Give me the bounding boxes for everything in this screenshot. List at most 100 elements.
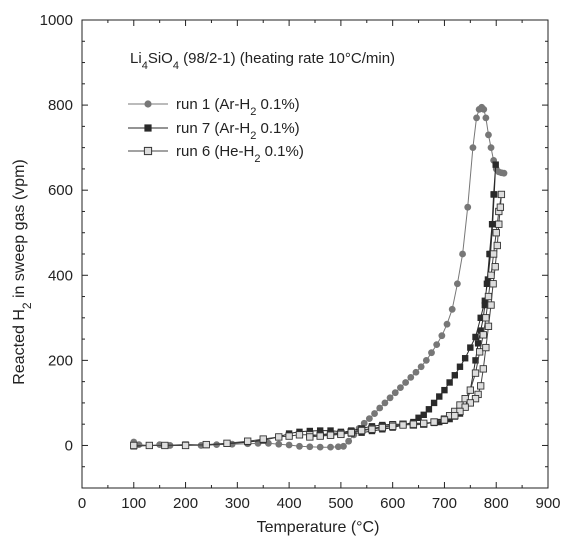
chart-annotation: Li4SiO4 (98/2-1) (heating rate 10°C/min) bbox=[130, 50, 395, 72]
data-point bbox=[471, 395, 480, 403]
data-point bbox=[407, 373, 415, 381]
annotation-sub2: 4 bbox=[173, 60, 179, 72]
data-point bbox=[417, 363, 425, 371]
data-point bbox=[459, 250, 466, 258]
data-point bbox=[412, 368, 420, 376]
legend-label-run6: run 6 (He-H2 0.1%) bbox=[176, 143, 304, 165]
legend-entry-run1: run 1 (Ar-H2 0.1%) bbox=[128, 96, 300, 118]
series-layer bbox=[130, 103, 508, 451]
y-tick-label: 800 bbox=[48, 97, 73, 114]
data-point bbox=[306, 443, 314, 451]
data-point bbox=[181, 441, 190, 450]
annotation-suffix: (98/2-1) (heating rate 10°C/min) bbox=[179, 50, 395, 67]
data-point bbox=[326, 431, 335, 439]
data-point bbox=[456, 363, 464, 370]
legend-marker-run7 bbox=[144, 124, 152, 132]
data-point bbox=[451, 372, 458, 379]
data-point bbox=[365, 415, 373, 423]
x-tick-label: 400 bbox=[277, 495, 302, 512]
data-point bbox=[259, 435, 267, 443]
data-point bbox=[357, 426, 366, 435]
data-point bbox=[275, 440, 283, 448]
data-point bbox=[433, 341, 441, 349]
data-point bbox=[464, 203, 472, 211]
data-point bbox=[295, 431, 304, 439]
data-point bbox=[489, 280, 497, 288]
data-point bbox=[448, 305, 456, 313]
legend-marker-run6 bbox=[143, 146, 153, 156]
data-point bbox=[340, 442, 347, 450]
x-tick-label: 500 bbox=[328, 495, 353, 512]
legend-entry-run6: run 6 (He-H2 0.1%) bbox=[128, 143, 304, 165]
data-point bbox=[440, 416, 449, 424]
data-point bbox=[497, 190, 506, 199]
x-tick-label: 100 bbox=[121, 495, 146, 512]
data-point bbox=[337, 430, 345, 439]
data-point bbox=[456, 407, 464, 416]
data-point bbox=[481, 301, 489, 309]
data-point bbox=[484, 292, 493, 301]
data-point bbox=[492, 161, 499, 168]
x-tick-label: 0 bbox=[78, 495, 86, 512]
data-point bbox=[500, 169, 508, 177]
data-point bbox=[487, 144, 495, 152]
data-point bbox=[477, 382, 485, 390]
data-point bbox=[430, 418, 438, 426]
data-point bbox=[472, 357, 479, 364]
data-point bbox=[275, 433, 283, 441]
y-axis-label: Reacted H2 in sweep gas (vpm) bbox=[11, 159, 34, 384]
data-point bbox=[285, 432, 293, 440]
data-point bbox=[490, 191, 497, 198]
data-point bbox=[334, 443, 342, 451]
plot-frame bbox=[81, 19, 549, 489]
data-point bbox=[480, 105, 488, 113]
series-run-1 bbox=[130, 161, 499, 450]
data-point bbox=[487, 271, 495, 279]
legend: run 1 (Ar-H2 0.1%) run 7 (Ar-H2 0.1%) ru… bbox=[128, 96, 304, 165]
y-tick-label: 1000 bbox=[40, 12, 73, 29]
data-point bbox=[306, 427, 314, 435]
data-point bbox=[482, 343, 490, 352]
data-point bbox=[386, 394, 394, 402]
data-point bbox=[467, 344, 474, 351]
data-point bbox=[471, 369, 480, 377]
y-tick-label: 400 bbox=[48, 267, 73, 284]
data-point bbox=[428, 349, 435, 357]
data-point bbox=[130, 441, 138, 450]
data-point bbox=[493, 241, 501, 250]
data-point bbox=[495, 220, 503, 228]
data-point bbox=[496, 203, 505, 211]
x-tick-label: 600 bbox=[380, 495, 405, 512]
data-point bbox=[484, 322, 493, 330]
data-point bbox=[316, 427, 324, 434]
data-point bbox=[479, 365, 487, 373]
data-point bbox=[443, 320, 451, 328]
data-point bbox=[453, 280, 461, 288]
x-tick-label: 800 bbox=[484, 495, 509, 512]
series-run-2 bbox=[130, 190, 506, 450]
data-point bbox=[482, 114, 490, 122]
x-tick-label: 300 bbox=[225, 495, 250, 512]
legend-entry-run7: run 7 (Ar-H2 0.1%) bbox=[128, 120, 300, 142]
data-point bbox=[476, 348, 484, 356]
data-point bbox=[391, 389, 399, 397]
legend-label-run1: run 1 (Ar-H2 0.1%) bbox=[176, 96, 300, 118]
data-point bbox=[409, 420, 418, 428]
data-point bbox=[360, 419, 368, 427]
annotation-mid: SiO bbox=[148, 50, 173, 67]
data-point bbox=[381, 399, 389, 407]
data-point bbox=[438, 332, 446, 340]
data-point bbox=[202, 440, 210, 449]
data-point bbox=[371, 410, 378, 417]
data-point bbox=[472, 333, 479, 341]
data-point bbox=[466, 399, 474, 407]
data-point bbox=[492, 229, 500, 237]
data-point bbox=[484, 276, 492, 283]
data-point bbox=[436, 418, 443, 426]
x-tick-label: 900 bbox=[535, 495, 560, 512]
data-point bbox=[316, 432, 324, 440]
data-point bbox=[481, 297, 489, 304]
data-point bbox=[436, 393, 443, 400]
data-point bbox=[474, 340, 482, 347]
data-point bbox=[469, 144, 477, 152]
